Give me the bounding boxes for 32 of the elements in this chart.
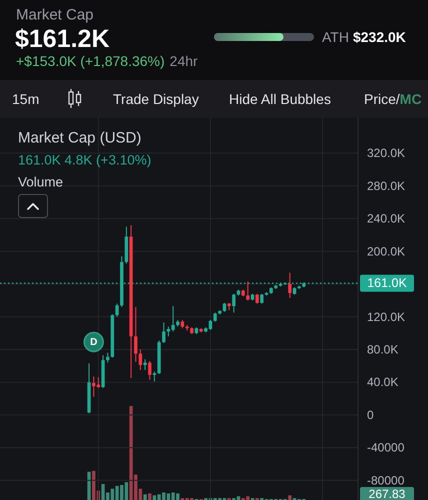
y-tick-label: -40000 <box>367 440 405 455</box>
text: Volume <box>18 174 64 190</box>
annotation: D <box>90 337 98 348</box>
y-tick-label: -80000 <box>367 473 405 488</box>
text: Price/ <box>364 91 400 107</box>
y-tick-label: 320.0K <box>367 146 406 160</box>
y-tick-label: 40.0K <box>367 375 398 390</box>
y-tick-label: 200.0K <box>367 244 406 258</box>
text: 15m <box>12 91 40 107</box>
text: MC <box>400 91 422 107</box>
data-label: $161.2K <box>15 25 110 53</box>
y-tick-label: 0 <box>367 408 374 422</box>
letter-badge: D <box>83 332 104 352</box>
text: Market Cap <box>16 6 94 24</box>
text: 161.0K 4.8K (+3.10%) <box>18 152 152 168</box>
text: Hide All Bubbles <box>229 91 331 107</box>
text: Market Cap (USD) <box>18 130 142 146</box>
y-tick-label: 280.0K <box>367 178 406 193</box>
y-tick-label: 240.0K <box>367 212 406 226</box>
bar <box>148 493 152 500</box>
bar <box>143 494 147 500</box>
category-label: ATH <box>322 29 349 45</box>
y-tick-label: 80.0K <box>367 342 398 356</box>
candlestick <box>152 372 156 382</box>
text: +$153.0K (+1,878.36%) <box>16 53 165 69</box>
text: Trade Display <box>113 91 199 107</box>
y-tick-label: 120.0K <box>367 310 406 324</box>
ref-line-label: 161.0K <box>367 276 408 290</box>
bar <box>288 495 292 500</box>
data-label: $232.0K <box>352 29 406 45</box>
text: 24hr <box>170 53 198 69</box>
text: 267.83 <box>368 487 406 500</box>
